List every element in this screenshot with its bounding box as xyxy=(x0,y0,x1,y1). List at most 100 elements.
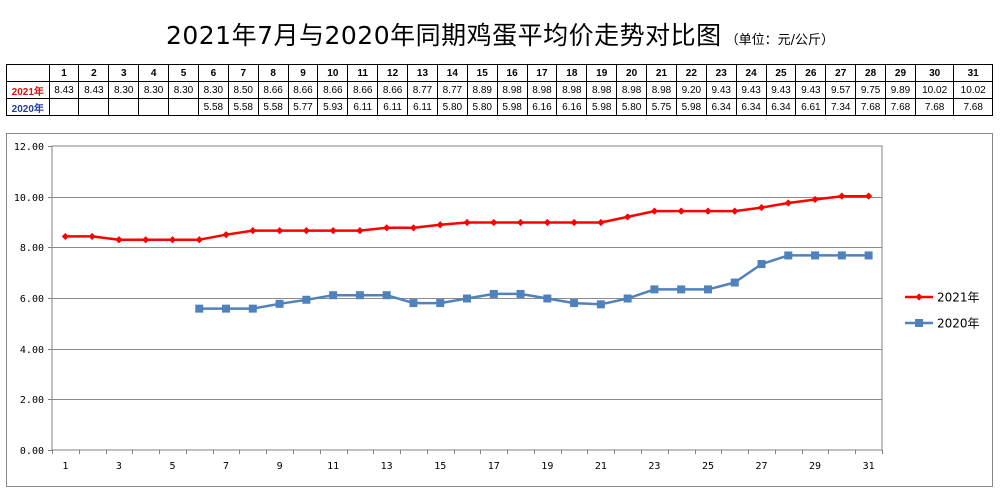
table-cell: 8.66 xyxy=(317,81,349,99)
table-cell: 5.80 xyxy=(616,98,648,116)
data-point-2021 xyxy=(838,192,846,200)
data-point-2020 xyxy=(436,299,445,308)
table-cell xyxy=(78,98,110,116)
data-point-2020 xyxy=(382,291,391,300)
table-day-header: 8 xyxy=(257,64,289,82)
data-point-2020 xyxy=(329,291,338,300)
table-cell: 9.75 xyxy=(855,81,887,99)
x-tick-label: 11 xyxy=(327,461,339,472)
table-day-header: 11 xyxy=(347,64,379,82)
table-cell: 5.98 xyxy=(675,98,707,116)
table-cell: 8.77 xyxy=(436,81,468,99)
data-point-2020 xyxy=(463,294,471,303)
data-point-2020 xyxy=(623,294,632,303)
data-point-2021 xyxy=(463,218,471,227)
table-cell: 9.20 xyxy=(675,81,707,99)
table-cell: 7.68 xyxy=(855,98,887,116)
x-tick-label: 31 xyxy=(863,461,875,472)
data-point-2020 xyxy=(703,285,712,294)
table-cell: 9.43 xyxy=(795,81,827,99)
data-point-2021 xyxy=(811,195,819,204)
table-cell xyxy=(48,98,80,116)
data-point-2020 xyxy=(409,299,418,308)
legend-marker xyxy=(915,293,923,301)
data-point-2021 xyxy=(168,236,177,244)
table-cell: 9.89 xyxy=(885,81,916,99)
x-tick-label: 25 xyxy=(702,461,714,472)
series-line-2020 xyxy=(199,254,869,310)
x-tick-label: 9 xyxy=(277,461,283,472)
table-day-header: 21 xyxy=(646,64,677,82)
table-cell: 5.58 xyxy=(257,98,289,116)
table-day-header: 16 xyxy=(496,64,528,82)
data-point-2020 xyxy=(248,304,257,313)
table-day-header: 29 xyxy=(885,64,916,82)
table-cell: 8.98 xyxy=(646,81,677,99)
data-point-2020 xyxy=(864,251,873,260)
table-cell xyxy=(138,98,170,116)
table-day-header: 4 xyxy=(138,64,170,82)
data-point-2020 xyxy=(195,304,204,313)
table-cell: 8.98 xyxy=(616,81,648,99)
table-cell xyxy=(168,98,199,116)
data-point-2021 xyxy=(61,232,69,241)
table-cell: 5.93 xyxy=(317,98,349,116)
data-point-2020 xyxy=(543,294,552,303)
table-day-header: 19 xyxy=(586,64,618,82)
table-cell: 10.02 xyxy=(914,81,955,99)
table-day-header: 7 xyxy=(227,64,259,82)
table-day-header: 28 xyxy=(855,64,887,82)
x-tick-label: 13 xyxy=(381,461,393,472)
table-day-header: 18 xyxy=(556,64,588,82)
table-row-label: 2021年 xyxy=(6,81,50,99)
table-day-header: 2 xyxy=(78,64,110,82)
y-tick-label: 6.00 xyxy=(20,294,44,305)
data-point-2021 xyxy=(222,231,230,239)
table-cell: 8.66 xyxy=(257,81,289,99)
table-cell: 6.61 xyxy=(795,98,827,116)
data-point-2020 xyxy=(489,289,498,298)
x-tick-label: 29 xyxy=(809,461,821,472)
table-header-row: 1 2 3 4 5 6 7 8 9 10 11 12 13 14 15 16 17 18 19 20 21 22 23 24 2… xyxy=(6,64,993,82)
data-point-2020 xyxy=(516,289,525,298)
data-point-2020 xyxy=(811,251,820,260)
table-cell: 10.02 xyxy=(953,81,993,99)
x-tick-label: 5 xyxy=(169,461,175,472)
table-cell: 6.11 xyxy=(377,98,409,116)
data-point-2021 xyxy=(329,227,337,235)
table-cell: 8.43 xyxy=(48,81,80,99)
table-day-header: 23 xyxy=(705,64,737,82)
table-cell xyxy=(108,98,140,116)
table-cell: 9.57 xyxy=(825,81,857,99)
table-day-header: 1 xyxy=(48,64,80,82)
table-cell: 6.11 xyxy=(407,98,438,116)
data-point-2021 xyxy=(356,227,364,235)
y-tick-label: 4.00 xyxy=(20,345,44,356)
table-cell: 8.30 xyxy=(138,81,170,99)
table-cell: 6.34 xyxy=(765,98,797,116)
legend-label: 2021年 xyxy=(937,291,980,305)
y-tick-label: 12.00 xyxy=(14,142,44,153)
table-cell: 8.89 xyxy=(466,81,498,99)
unit-label: （单位：元/公斤） xyxy=(725,33,835,48)
data-point-2021 xyxy=(731,207,739,215)
x-tick-label: 19 xyxy=(541,461,553,472)
data-point-2021 xyxy=(677,207,685,215)
data-point-2020 xyxy=(837,251,846,260)
data-point-2021 xyxy=(383,224,391,232)
table-day-header: 25 xyxy=(765,64,797,82)
table-cell: 7.68 xyxy=(914,98,955,116)
table-cell: 8.98 xyxy=(586,81,618,99)
table-cell: 8.98 xyxy=(496,81,528,99)
table-cell: 8.98 xyxy=(526,81,558,99)
table-cell: 5.98 xyxy=(496,98,528,116)
x-tick-label: 27 xyxy=(755,461,767,472)
table-day-header: 15 xyxy=(466,64,498,82)
table-day-header: 10 xyxy=(317,64,349,82)
table-cell: 7.34 xyxy=(825,98,857,116)
chart-frame: 12.00 10.00 8.00 6.00 4.00 2.00 0.00 1 3 5 7 9 11 13 1… xyxy=(6,133,993,487)
table-cell: 5.80 xyxy=(436,98,468,116)
table-cell: 5.98 xyxy=(586,98,618,116)
table-day-header: 3 xyxy=(108,64,140,82)
